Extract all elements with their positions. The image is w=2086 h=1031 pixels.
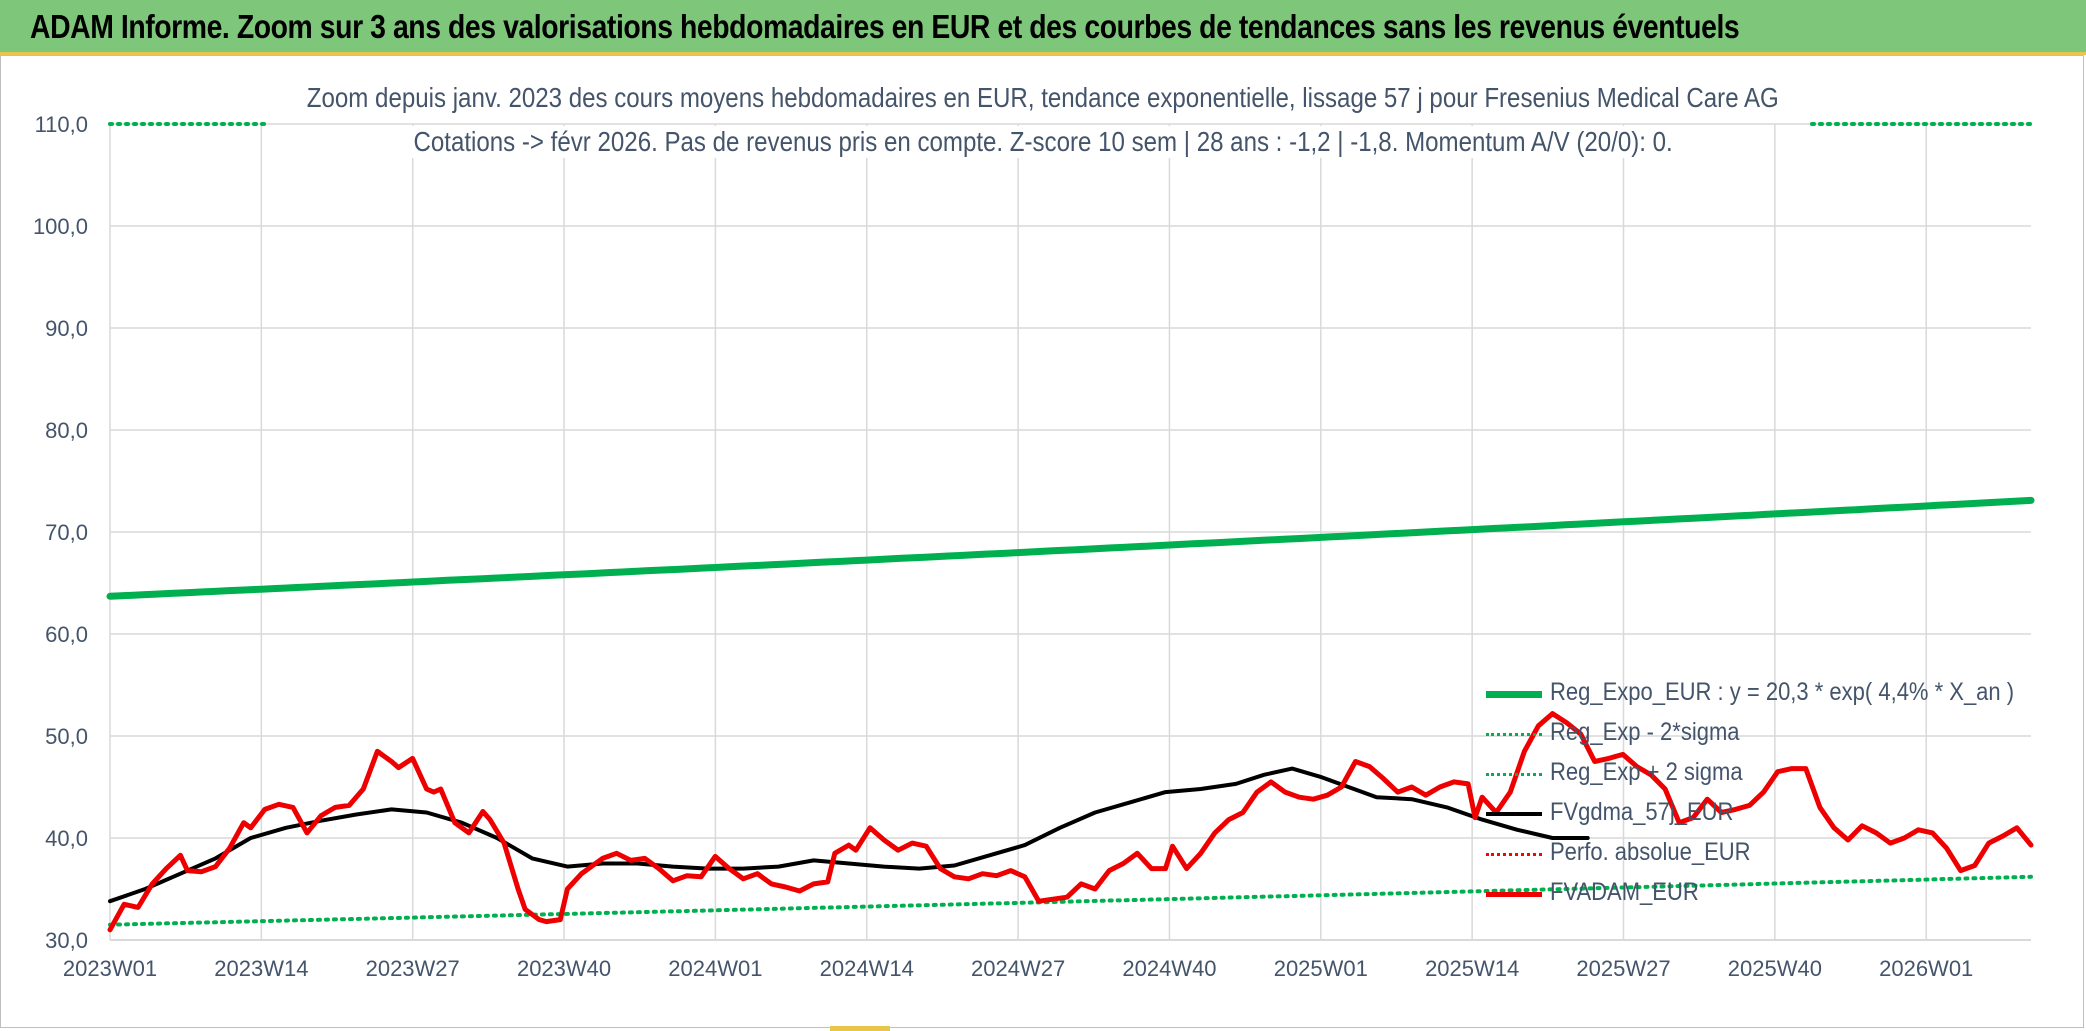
y-tick-label: 70,0 [45, 520, 88, 545]
legend-item: Reg_Exp + 2 sigma [1486, 756, 2026, 796]
y-tick-label: 30,0 [45, 928, 88, 953]
legend-label: Reg_Exp - 2*sigma [1550, 718, 1740, 746]
legend-swatch [1486, 732, 1542, 736]
series-line-1 [108, 874, 2033, 927]
chart-legend: Reg_Expo_EUR : y = 20,3 * exp( 4,4% * X_… [1486, 676, 2026, 916]
x-tick-label: 2024W14 [820, 956, 914, 981]
x-tick-label: 2023W27 [366, 956, 460, 981]
header-bar: ADAM Informe. Zoom sur 3 ans des valoris… [0, 0, 2086, 55]
page-title: ADAM Informe. Zoom sur 3 ans des valoris… [30, 8, 1740, 45]
chart-frame [0, 55, 2084, 1028]
x-tick-label: 2023W14 [214, 956, 308, 981]
y-tick-label: 80,0 [45, 418, 88, 443]
legend-item: Reg_Expo_EUR : y = 20,3 * exp( 4,4% * X_… [1486, 676, 2026, 716]
legend-swatch [1486, 812, 1542, 816]
legend-label: Reg_Exp + 2 sigma [1550, 758, 1743, 786]
legend-swatch [1486, 690, 1542, 698]
legend-label: Perfo. absolue_EUR [1550, 838, 1751, 866]
series-line-3 [108, 766, 1590, 904]
x-tick-label: 2025W40 [1728, 956, 1822, 981]
x-tick-label: 2024W40 [1122, 956, 1216, 981]
x-tick-label: 2023W40 [517, 956, 611, 981]
legend-item: Perfo. absolue_EUR [1486, 836, 2026, 876]
y-tick-label: 50,0 [45, 724, 88, 749]
chart-title: Zoom depuis janv. 2023 des cours moyens … [0, 82, 2086, 114]
chart-subtitle: Cotations -> févr 2026. Pas de revenus p… [0, 126, 2086, 158]
y-tick-label: 100,0 [33, 214, 88, 239]
legend-swatch [1486, 891, 1542, 897]
y-tick-label: 60,0 [45, 622, 88, 647]
x-tick-label: 2026W01 [1879, 956, 1973, 981]
x-tick-label: 2024W27 [971, 956, 1065, 981]
x-tick-label: 2024W01 [668, 956, 762, 981]
series-line-0 [106, 496, 2035, 600]
legend-item: FVgdma_57j_EUR [1486, 796, 2026, 836]
bottom-accent [830, 1026, 890, 1031]
legend-swatch [1486, 772, 1542, 776]
legend-item: FVADAM_EUR [1486, 876, 2026, 916]
x-tick-label: 2023W01 [63, 956, 157, 981]
x-tick-label: 2025W27 [1576, 956, 1670, 981]
legend-label: FVgdma_57j_EUR [1550, 798, 1734, 826]
x-tick-label: 2025W14 [1425, 956, 1519, 981]
legend-label: FVADAM_EUR [1550, 878, 1699, 906]
legend-label: Reg_Expo_EUR : y = 20,3 * exp( 4,4% * X_… [1550, 678, 2015, 706]
legend-swatch [1486, 852, 1542, 856]
y-tick-label: 40,0 [45, 826, 88, 851]
legend-item: Reg_Exp - 2*sigma [1486, 716, 2026, 756]
y-tick-label: 90,0 [45, 316, 88, 341]
x-tick-label: 2025W01 [1274, 956, 1368, 981]
series-line-5 [107, 711, 2034, 933]
y-tick-label: 110,0 [35, 112, 88, 137]
